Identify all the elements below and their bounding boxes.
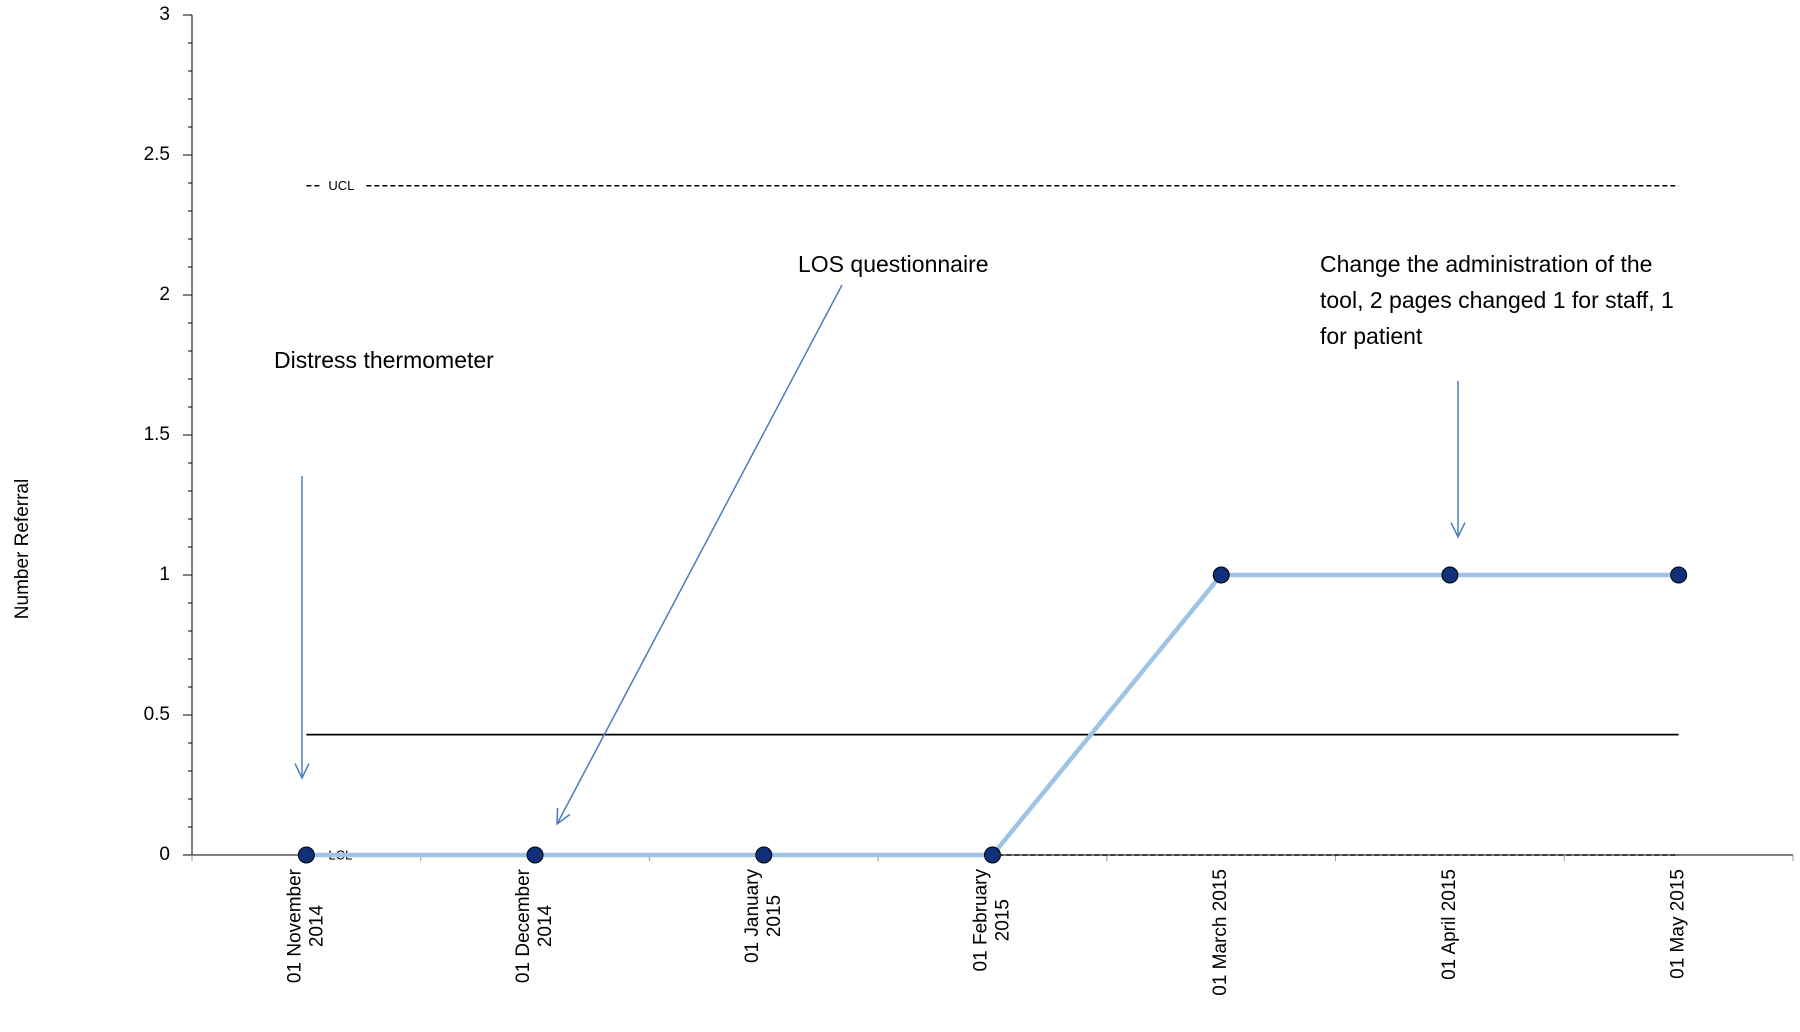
y-tick-label: 3: [159, 4, 170, 25]
annotation-arrowhead: [1450, 522, 1466, 539]
data-point: [1441, 566, 1459, 584]
y-axis-label: Number Referral: [12, 479, 33, 619]
data-point: [297, 846, 315, 864]
data-point: [984, 846, 1001, 864]
y-tick-label: 2.5: [144, 144, 170, 165]
data-point: [755, 846, 773, 864]
annotation-text: Change the administration of the: [1320, 251, 1652, 277]
x-tick-label: 01 November2014: [284, 868, 327, 983]
y-tick-label: 1: [159, 564, 170, 585]
data-point: [1212, 566, 1230, 584]
x-tick-label: 01 February2015: [971, 869, 1014, 972]
x-tick-label: 01 May 2015: [1668, 869, 1689, 979]
data-point: [1670, 566, 1688, 584]
annotation-text: LOS questionnaire: [798, 251, 989, 277]
x-tick-label: 01 December2014: [513, 868, 556, 983]
annotation-arrow: [556, 284, 843, 825]
control-line-label: UCL: [328, 178, 354, 193]
y-tick-label: 2: [159, 284, 170, 305]
annotation-text: for patient: [1320, 323, 1423, 349]
annotation-arrowhead: [556, 807, 571, 826]
annotation-text: tool, 2 pages changed 1 for staff, 1: [1320, 287, 1674, 313]
x-tick-label: 01 March 2015: [1210, 869, 1231, 996]
y-tick-label: 0.5: [144, 704, 170, 725]
y-tick-label: 0: [159, 844, 170, 865]
data-line: [306, 572, 1679, 858]
x-tick-label: 01 January2015: [742, 869, 785, 964]
x-tick-label: 01 April 2015: [1439, 869, 1460, 980]
y-tick-label: 1.5: [144, 424, 170, 445]
annotation-arrowhead: [294, 763, 310, 780]
annotation-text: Distress thermometer: [274, 347, 494, 373]
data-point: [526, 846, 544, 864]
